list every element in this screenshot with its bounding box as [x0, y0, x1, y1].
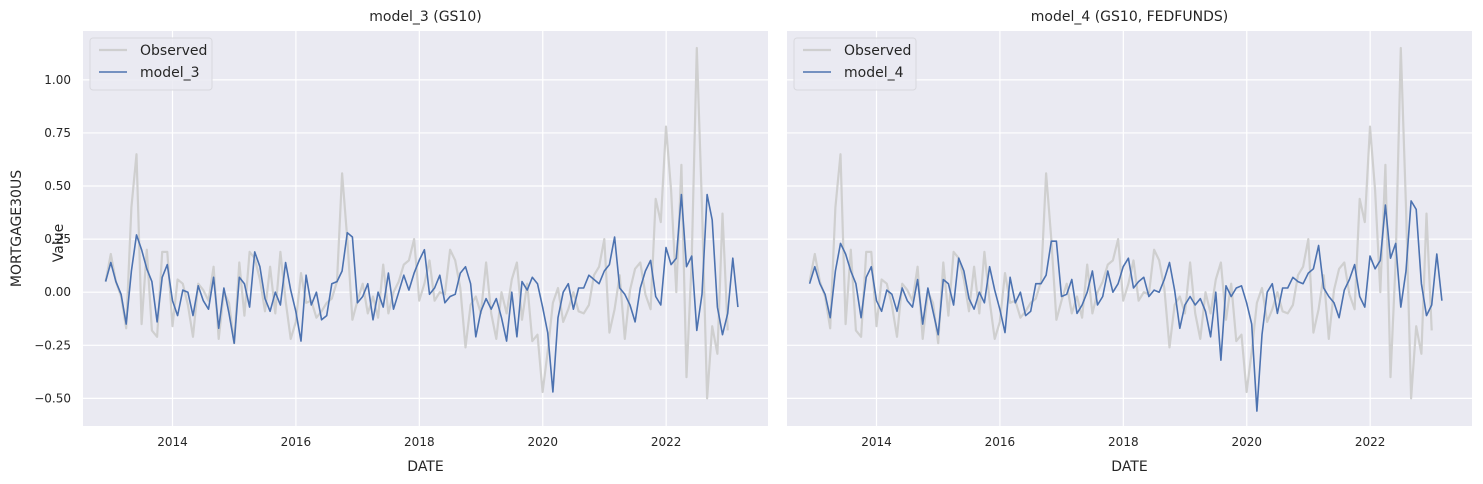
x-tick-label: 2020: [527, 435, 558, 449]
x-tick-label: 2018: [404, 435, 435, 449]
y-tick-label: 1.00: [44, 73, 71, 87]
legend: Observed model_4: [793, 37, 917, 91]
x-tick-label: 2022: [651, 435, 682, 449]
y-tick-label: 0.25: [44, 232, 71, 246]
y-tick-label: 0.00: [44, 285, 71, 299]
observed-series-layer: [104, 46, 729, 400]
panel-title: model_3 (GS10): [369, 9, 481, 25]
legend: Observed model_3: [89, 37, 213, 91]
panel-model-4: 2014 2016 2018 2020 2022 model_4 (GS10, FEDF…: [787, 9, 1472, 475]
y-axis-label: MORTGAGE30US: [9, 170, 25, 287]
panel-model-3: 2014 2016 2018 2020 2022 −0.50 −0.25 0.00 0.25 0…: [9, 9, 768, 475]
x-tick-label: 2014: [157, 435, 188, 449]
x-axis-label: DATE: [407, 459, 443, 475]
legend-label-observed: Observed: [140, 43, 207, 59]
legend-label-model: model_4: [844, 65, 904, 81]
y-tick-label: −0.25: [34, 338, 71, 352]
model-line: [808, 200, 1443, 412]
y-tick-label: 0.75: [44, 126, 71, 140]
y-tick-labels: −0.50 −0.25 0.00 0.25 0.50 0.75 1.00: [34, 73, 71, 406]
observed-line: [104, 46, 729, 400]
x-tick-label: 2018: [1108, 435, 1139, 449]
legend-label-model: model_3: [140, 65, 200, 81]
x-tick-labels: 2014 2016 2018 2020 2022: [157, 435, 681, 449]
panel-title: model_4 (GS10, FEDFUNDS): [1031, 9, 1228, 25]
y-tick-label: 0.50: [44, 179, 71, 193]
observed-series-layer: [808, 46, 1433, 400]
grid: [787, 31, 1472, 426]
observed-line: [808, 46, 1433, 400]
x-tick-label: 2014: [861, 435, 892, 449]
x-tick-labels: 2014 2016 2018 2020 2022: [861, 435, 1385, 449]
legend-label-observed: Observed: [844, 43, 911, 59]
x-tick-label: 2020: [1231, 435, 1262, 449]
model-line: [104, 193, 739, 393]
model-series-layer: [808, 200, 1443, 412]
y-axis-label-secondary: Value: [51, 224, 67, 262]
x-tick-label: 2016: [281, 435, 312, 449]
model-series-layer: [104, 193, 739, 393]
x-tick-label: 2022: [1355, 435, 1386, 449]
x-axis-label: DATE: [1111, 459, 1147, 475]
y-tick-label: −0.50: [34, 391, 71, 405]
x-tick-label: 2016: [985, 435, 1016, 449]
